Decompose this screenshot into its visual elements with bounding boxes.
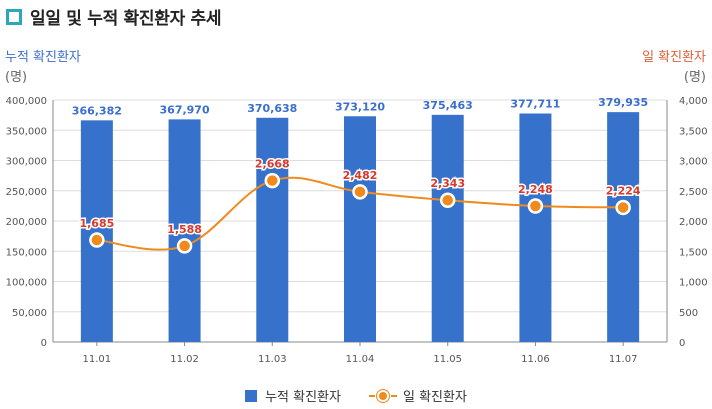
bar-value-label: 375,463 xyxy=(423,99,473,112)
combo-chart: 0 0 50,000 500 100,000 1,000 150,000 1,500 200,0… xyxy=(6,96,708,365)
chart-legend: 누적 확진환자 일 확진환자 xyxy=(0,386,712,405)
legend-item-cumulative[interactable]: 누적 확진환자 xyxy=(245,386,341,405)
bar-cumulative xyxy=(607,112,640,342)
daily-value-label: 1,685 xyxy=(79,217,114,230)
left-axis-unit: (명) xyxy=(5,70,28,85)
right-tick-label: 2,500 xyxy=(679,187,708,198)
chart-title: 일일 및 누적 확진환자 추세 xyxy=(30,9,222,29)
bar-cumulative xyxy=(256,117,289,342)
bar-cumulative xyxy=(519,113,552,342)
left-tick-label: 400,000 xyxy=(6,96,47,107)
line-marker-icon xyxy=(368,389,397,402)
daily-value-label: 2,248 xyxy=(518,183,553,196)
left-tick-label: 100,000 xyxy=(6,278,47,289)
daily-point xyxy=(527,198,544,214)
bar-value-label: 366,382 xyxy=(72,104,122,117)
left-tick-label: 250,000 xyxy=(6,187,47,198)
left-tick-label: 50,000 xyxy=(12,308,47,319)
x-tick-label: 11.05 xyxy=(433,354,462,365)
bar-cumulative xyxy=(168,119,201,343)
bar-value-label: 367,970 xyxy=(160,103,210,116)
right-tick-label: 0 xyxy=(679,338,685,349)
x-tick-label: 11.04 xyxy=(346,354,375,365)
x-tick-label: 11.01 xyxy=(83,354,112,365)
daily-point xyxy=(176,238,193,254)
daily-value-label: 2,224 xyxy=(606,184,641,197)
left-tick-label: 0 xyxy=(41,338,47,349)
bar-cumulative xyxy=(431,114,464,343)
daily-value-label: 2,668 xyxy=(255,158,290,171)
x-tick-label: 11.07 xyxy=(609,354,638,365)
bar-cumulative xyxy=(80,120,113,342)
right-axis-title: 일 확진환자 xyxy=(642,50,706,65)
daily-value-label: 1,588 xyxy=(167,223,202,236)
right-tick-label: 3,000 xyxy=(679,157,708,168)
daily-point xyxy=(352,184,368,200)
left-tick-label: 200,000 xyxy=(6,217,47,228)
right-tick-label: 500 xyxy=(679,308,698,319)
daily-point xyxy=(264,172,281,189)
daily-value-label: 2,482 xyxy=(343,169,378,182)
right-tick-label: 4,000 xyxy=(679,96,708,107)
title-square-icon xyxy=(6,8,22,25)
legend-item-daily[interactable]: 일 확진환자 xyxy=(368,386,467,405)
daily-value-label: 2,343 xyxy=(430,177,465,190)
x-tick-label: 11.02 xyxy=(170,354,199,365)
right-tick-label: 3,500 xyxy=(679,126,708,137)
left-axis-title: 누적 확진환자 xyxy=(5,50,81,65)
daily-point xyxy=(615,199,631,216)
right-tick-label: 1,500 xyxy=(679,247,708,258)
legend-label-cumulative: 누적 확진환자 xyxy=(265,390,341,405)
bar-cumulative xyxy=(344,116,376,343)
left-tick-label: 350,000 xyxy=(6,126,47,137)
left-tick-label: 150,000 xyxy=(6,247,47,258)
daily-point xyxy=(89,232,105,248)
legend-label-daily: 일 확진환자 xyxy=(402,390,467,405)
right-tick-label: 2,000 xyxy=(679,217,708,228)
daily-point xyxy=(439,192,456,208)
bar-value-label: 379,935 xyxy=(598,96,648,109)
x-tick-label: 11.03 xyxy=(258,354,287,365)
right-axis-unit: (명) xyxy=(683,70,706,85)
right-tick-label: 1,000 xyxy=(679,278,708,289)
chart-header: 일일 및 누적 확진환자 추세 xyxy=(6,4,222,29)
x-tick-label: 11.06 xyxy=(521,354,550,365)
left-tick-label: 300,000 xyxy=(6,157,47,168)
bar-value-label: 377,711 xyxy=(510,97,560,110)
bar-value-label: 370,638 xyxy=(247,102,297,115)
bar-swatch-icon xyxy=(245,389,258,402)
bar-value-label: 373,120 xyxy=(335,100,385,113)
